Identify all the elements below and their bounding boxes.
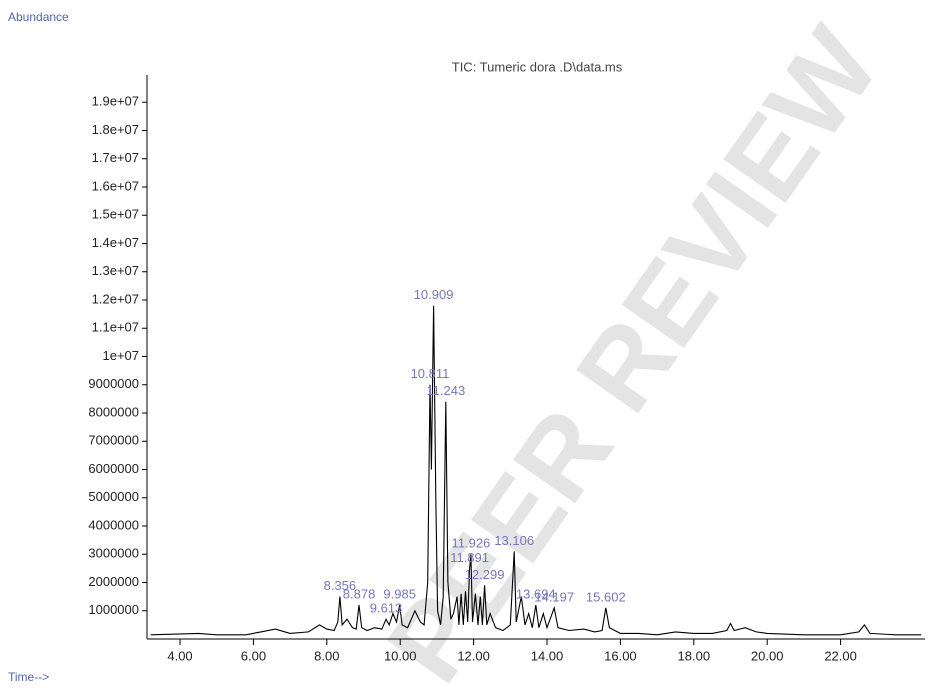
peak-label: 9.985: [383, 587, 416, 602]
peak-label: 10.909: [414, 287, 454, 302]
x-tick-label: 14.00: [531, 648, 564, 663]
y-tick-label: 1.6e+07: [92, 178, 139, 193]
peak-label: 9.613: [370, 601, 403, 616]
y-axis-label: Abundance: [8, 10, 69, 24]
y-tick-label: 1e+07: [102, 348, 139, 363]
y-tick-label: 3000000: [88, 546, 139, 561]
y-tick-label: 1.7e+07: [92, 150, 139, 165]
peak-label: 10.811: [411, 366, 450, 381]
y-tick-label: 1.3e+07: [92, 263, 139, 278]
peak-label: 8.356: [324, 578, 357, 593]
peak-label: 13.694: [516, 587, 556, 602]
peak-label: 11.243: [426, 383, 465, 398]
chart-title: TIC: Tumeric dora .D\data.ms: [452, 59, 623, 74]
x-tick-label: 10.00: [384, 648, 417, 663]
y-tick-label: 1000000: [88, 602, 139, 617]
x-axis-label: Time-->: [8, 670, 49, 684]
x-tick-label: 22.00: [824, 648, 857, 663]
y-tick-label: 2000000: [88, 574, 139, 589]
y-tick-label: 7000000: [88, 433, 139, 448]
x-tick-label: 8.00: [314, 648, 339, 663]
y-tick-label: 4000000: [88, 517, 139, 532]
peak-label: 14.197: [534, 589, 574, 604]
x-tick-label: 6.00: [241, 648, 266, 663]
peak-label: 15.602: [586, 589, 626, 604]
x-tick-label: 16.00: [604, 648, 637, 663]
peak-label: 8.878: [343, 587, 376, 602]
peak-label: 13.106: [494, 533, 534, 548]
peak-label: 12.299: [465, 567, 505, 582]
x-tick-label: 18.00: [678, 648, 711, 663]
y-tick-label: 1.5e+07: [92, 207, 139, 222]
y-tick-label: 1.8e+07: [92, 122, 139, 137]
watermark: PEER REVIEW: [364, 7, 903, 687]
y-tick-label: 1.2e+07: [92, 291, 139, 306]
x-tick-label: 20.00: [751, 648, 784, 663]
tic-trace: [150, 305, 922, 636]
peak-label: 11.926: [451, 536, 490, 551]
y-tick-label: 5000000: [88, 489, 139, 504]
peak-label: 11.891: [450, 550, 489, 565]
x-tick-label: 12.00: [457, 648, 490, 663]
y-tick-label: 1.4e+07: [92, 235, 139, 250]
x-tick-label: 4.00: [167, 648, 192, 663]
y-tick-label: 8000000: [88, 404, 139, 419]
y-tick-label: 6000000: [88, 461, 139, 476]
y-tick-label: 1.9e+07: [92, 94, 139, 109]
y-tick-label: 9000000: [88, 376, 139, 391]
y-tick-label: 1.1e+07: [92, 320, 139, 335]
